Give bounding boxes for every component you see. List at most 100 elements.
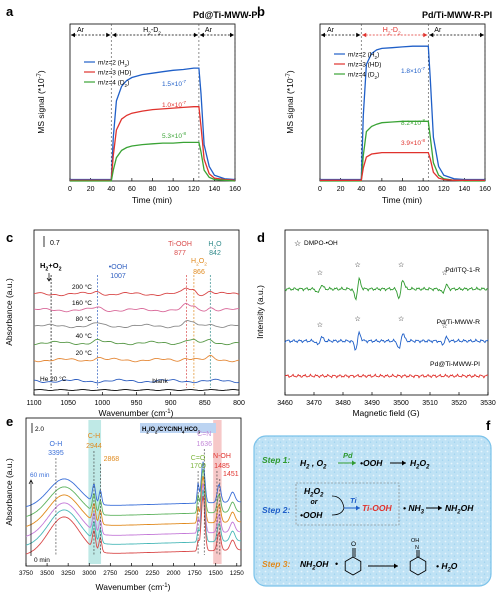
water-product: • H2O — [436, 561, 458, 574]
x-tick-label: 1100 — [26, 400, 41, 407]
trace-label: 200 °C — [72, 283, 92, 291]
x-tick-label: 3500 — [40, 570, 55, 577]
panel-d-frame — [284, 229, 489, 396]
x-tick-label: 2250 — [145, 570, 160, 577]
star-icon: ☆ — [294, 239, 301, 248]
step-1-label: Step 1: — [262, 455, 291, 465]
value-annotation: 1.8×10-7 — [401, 66, 426, 75]
arrow-head-icon — [423, 32, 428, 38]
trace-2 — [284, 373, 489, 379]
arrow-head-icon — [71, 32, 75, 38]
arrow-head-icon — [394, 563, 398, 569]
x-tick-label: 1050 — [60, 400, 76, 407]
trace-label: Pd@Ti-MWW-PI — [430, 361, 480, 368]
trace-label: 40 °C — [76, 332, 93, 340]
trace-0 — [25, 461, 242, 508]
legend-label: m/z=3 (HD) — [348, 62, 381, 69]
series-m-z-2-h2- — [320, 45, 485, 181]
cyclohexanone-ring — [344, 556, 362, 576]
series-m-z-3-hd- — [320, 151, 485, 181]
tiooh-species: Ti-OOH — [362, 503, 392, 513]
legend-label: DMPO-•OH — [304, 240, 338, 247]
panel-e: e 3750 3500 3250 3000 2750 2500 2250 2000 1750 15… — [4, 414, 244, 592]
legend-label: m/z=3 (HD) — [98, 70, 131, 77]
x-tick-label: 1250 — [230, 570, 245, 577]
panel-c-xlabel: Wavenumber (cm-1) — [99, 408, 174, 418]
value-annotation: 5.3×10-8 — [162, 131, 187, 140]
x-tick-label: 100 — [417, 186, 429, 193]
h2o-value: 842 — [209, 250, 221, 257]
x-tick-label: 0 — [68, 186, 72, 193]
panel-e-ylabel: Absorbance (a.u.) — [4, 458, 14, 526]
x-tick-label: 1000 — [95, 400, 111, 407]
nh3-species: • NH3 — [403, 503, 425, 516]
ooh-species: •OOH — [360, 458, 383, 468]
arrow-head-icon — [106, 32, 111, 38]
band-group: C-H — [88, 433, 100, 440]
trace-2 — [25, 476, 242, 527]
panel-a-letter: a — [6, 4, 14, 19]
x-tick-label: 800 — [233, 400, 245, 407]
x-tick-label: 140 — [209, 186, 221, 193]
panel-d: d 3460 3470 3480 3490 3500 3510 3520 3530☆ DMPO-… — [255, 229, 496, 418]
star-icon: ☆ — [442, 322, 448, 330]
x-tick-label: 100 — [167, 186, 179, 193]
tiooh-value: 877 — [174, 250, 186, 257]
gas-label-ar: Ar — [434, 27, 442, 34]
h2o2-product: H2O2 — [410, 458, 430, 471]
arrow-head-icon — [429, 32, 434, 38]
time-label-bottom: 0 min — [34, 557, 50, 564]
arrow-head-icon — [356, 32, 361, 38]
catalyst-ti: Ti — [350, 496, 357, 505]
trace-2 — [33, 320, 240, 329]
trace-1 — [284, 330, 489, 351]
panel-a-annotations: 1.5×10-7 1.0×10-7 5.3×10-8 — [162, 79, 187, 140]
panel-c-ylabel: Absorbance (a.u.) — [4, 278, 14, 346]
x-tick-label: 3470 — [306, 400, 322, 407]
panel-c-plot: 1100 1050 1000 950 900 850 800 0.7 H2+O2 •OOH 1007… — [26, 236, 245, 407]
band-highlight-ch — [88, 420, 102, 564]
arrow-head-icon — [199, 32, 204, 38]
panel-a-xlabel: Time (min) — [132, 195, 172, 205]
step-2-label: Step 2: — [262, 505, 291, 515]
step-1-reactants: H2 , O2 — [300, 458, 327, 471]
value-annotation: 1.0×10-7 — [162, 100, 187, 109]
x-tick-label: 2750 — [103, 570, 118, 577]
x-tick-label: 950 — [131, 400, 143, 407]
star-icon: ☆ — [355, 261, 361, 269]
x-tick-label: 3530 — [480, 400, 496, 407]
panel-f-box — [253, 435, 492, 587]
panel-b-legend: m/z=2 (H2)m/z=3 (HD) m/z=4 (D2) — [334, 52, 381, 80]
hydroxyl-label: OH — [411, 538, 419, 544]
band-value: 1485 — [214, 463, 230, 470]
panel-c: c 1100 1050 1000 950 900 850 800 0.7 H2+O2 •OOH 10… — [4, 229, 245, 418]
band-group: N-OH — [213, 453, 231, 460]
arrow-head-icon — [112, 32, 117, 38]
trace-label: 80 °C — [76, 315, 93, 323]
trace-5 — [25, 495, 242, 555]
panel-b-plot: 0 20 40 60 80 100 120 140 160 — [318, 45, 491, 193]
nitrogen-atom: N — [415, 545, 419, 551]
series-m-z-3-hd- — [70, 106, 236, 181]
panel-d-plot: 3460 3470 3480 3490 3500 3510 3520 3530☆ DMPO-•O… — [277, 239, 496, 407]
trace-0 — [33, 287, 240, 297]
trace-label: Pd/ITQ-1-R — [445, 267, 480, 274]
panel-a-plot: 0 20 40 60 80 100 120 140 160 — [68, 67, 241, 193]
ooh-label: •OOH — [109, 264, 127, 271]
band-value: 1709 — [190, 463, 206, 470]
scale-label: 0.7 — [50, 240, 60, 247]
trace-label: 160 °C — [72, 299, 92, 307]
panel-d-ylabel: Intensity (a.u.) — [255, 285, 265, 339]
band-group: C=N — [197, 431, 211, 438]
trace-label: Pd/Ti-MWW-R — [437, 319, 481, 326]
x-tick-label: 1750 — [188, 570, 203, 577]
trace-6 — [33, 389, 240, 391]
x-tick-label: 160 — [479, 186, 491, 193]
x-tick-label: 1500 — [209, 570, 224, 577]
h2o2-species: H2O2 — [304, 486, 324, 499]
x-tick-label: 3520 — [451, 400, 467, 407]
arrow-head-icon — [402, 460, 406, 466]
panel-d-xlabel: Magnetic field (G) — [352, 408, 419, 418]
oxime-ring — [409, 556, 427, 576]
